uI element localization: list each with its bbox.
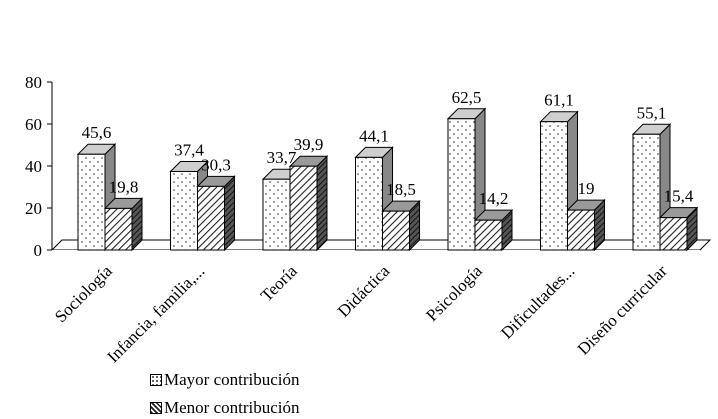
data-label: 44,1 <box>359 126 389 145</box>
legend-label-mayor: Mayor contribución <box>164 370 300 389</box>
bar <box>170 170 198 251</box>
x-tick-label: Teoría <box>257 261 301 305</box>
data-label: 33,7 <box>267 148 297 167</box>
data-label: 62,5 <box>452 88 482 107</box>
y-tick-label: 20 <box>25 199 42 218</box>
y-tick-label: 80 <box>25 73 42 92</box>
chart-axes: 0 20 40 60 80 <box>25 73 53 260</box>
bar <box>474 219 503 251</box>
x-tick-label: Infancia, familia,... <box>103 261 208 366</box>
chart-floor-edge <box>52 250 700 253</box>
bar <box>289 165 318 251</box>
x-tick-label: Didáctica <box>334 261 394 321</box>
y-tick-label: 0 <box>34 241 43 260</box>
data-label: 19 <box>578 179 595 198</box>
data-label: 14,2 <box>479 189 509 208</box>
bar <box>540 121 568 251</box>
bar <box>659 217 688 251</box>
x-tick-label: Diseño curricular <box>574 261 671 358</box>
bar-side <box>316 155 328 252</box>
legend-item-mayor: Mayor contribución <box>150 370 300 390</box>
x-tick-label: Sociología <box>51 261 116 326</box>
data-label: 18,5 <box>386 180 416 199</box>
legend-swatch-mayor <box>150 374 162 386</box>
y-tick-label: 60 <box>25 115 42 134</box>
bar <box>382 210 410 251</box>
bar <box>262 178 291 251</box>
x-tick-label: Dificultades... <box>497 261 578 342</box>
data-label: 30,3 <box>201 155 231 174</box>
bar <box>567 209 595 251</box>
legend-item-menor: Menor contribución <box>150 398 300 418</box>
data-label: 15,4 <box>664 187 694 206</box>
data-label: 39,9 <box>294 135 324 154</box>
chart-bars <box>76 107 699 252</box>
x-tick-label: Psicología <box>422 261 486 325</box>
bar <box>447 118 476 251</box>
data-label: 19,8 <box>109 177 139 196</box>
bar <box>77 153 106 251</box>
bar <box>197 185 225 251</box>
bar-side <box>224 175 235 252</box>
data-label: 45,6 <box>82 123 112 142</box>
y-tick-label: 40 <box>25 157 42 176</box>
legend-label-menor: Menor contribución <box>164 398 300 417</box>
legend-swatch-menor <box>150 402 162 414</box>
data-label: 61,1 <box>544 91 574 110</box>
data-label: 37,4 <box>174 140 204 159</box>
bar <box>355 156 383 251</box>
bar <box>632 133 661 251</box>
data-label: 55,1 <box>637 103 667 122</box>
bar <box>104 207 133 251</box>
